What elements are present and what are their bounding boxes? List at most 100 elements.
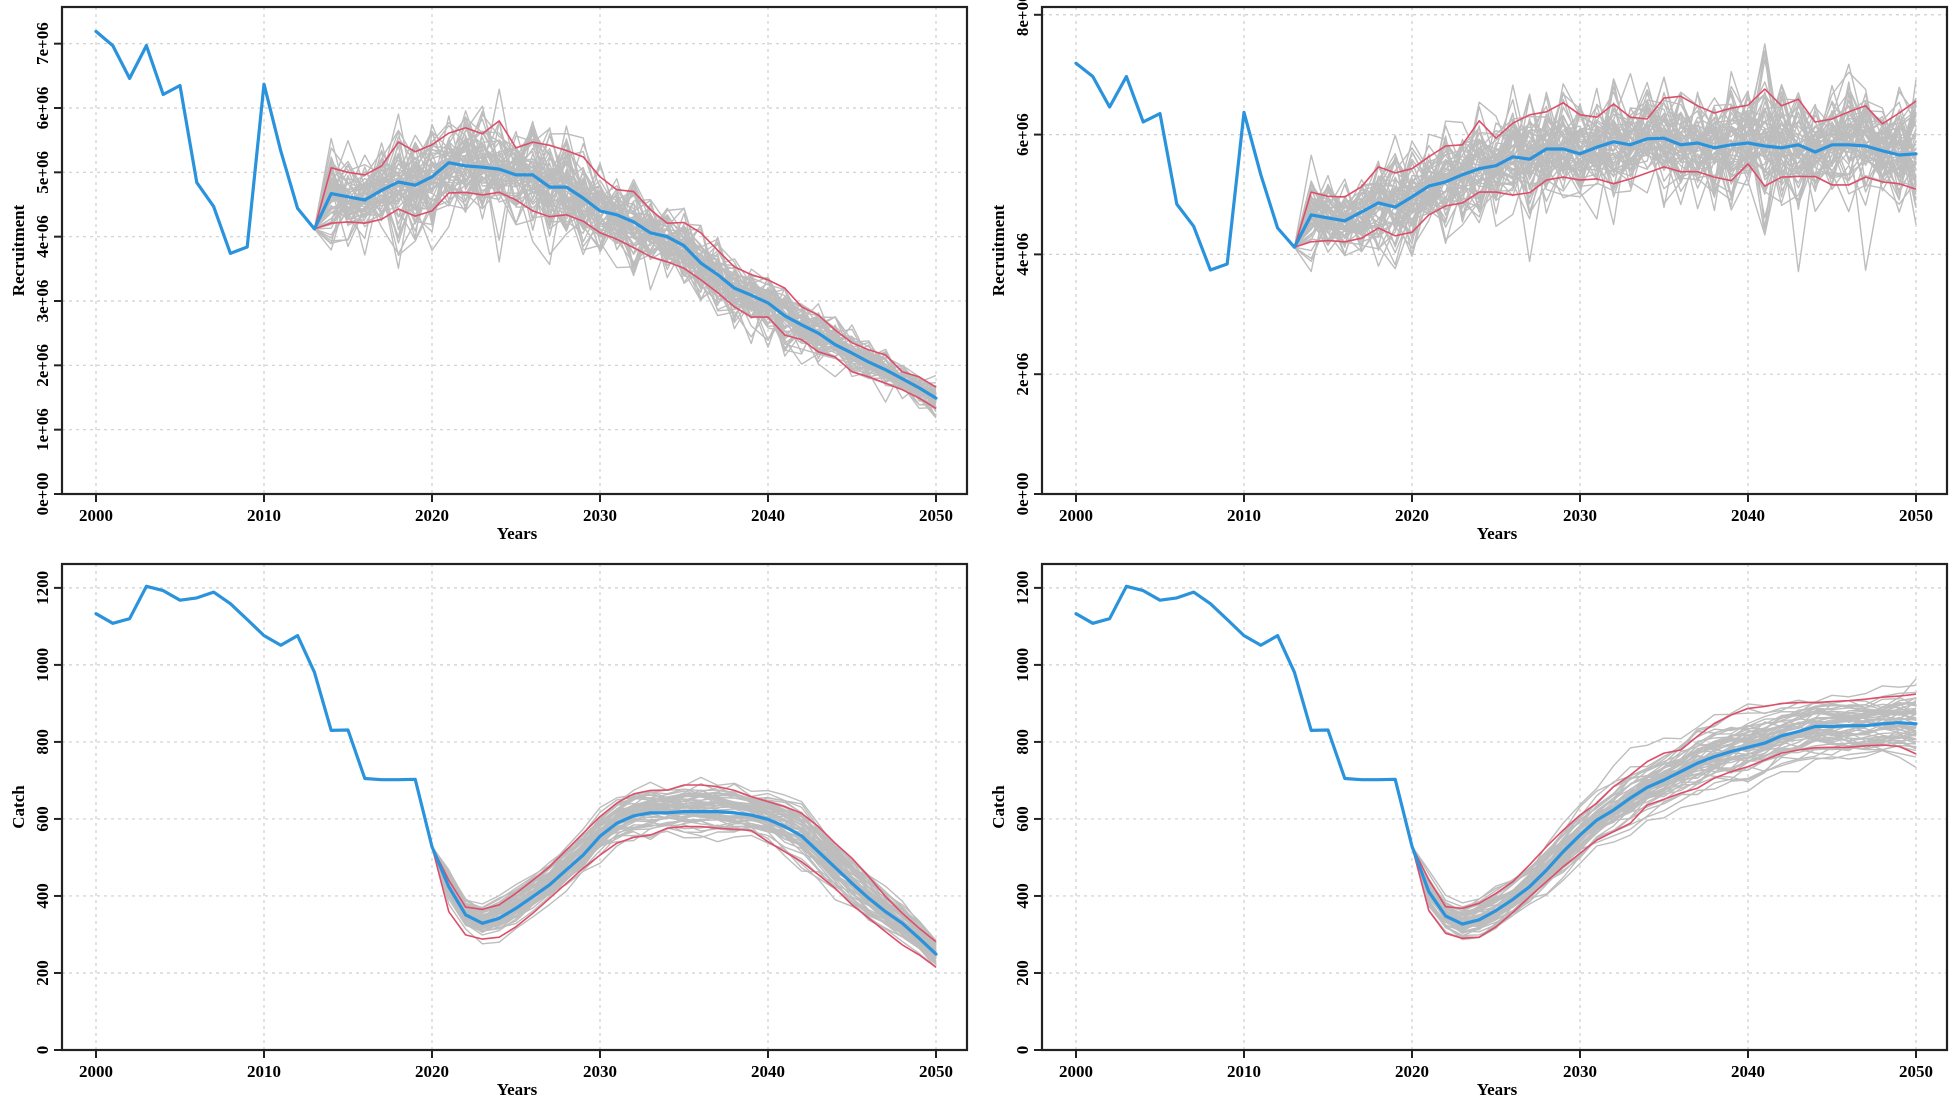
iteration-line	[1411, 696, 1917, 919]
series-upper-line	[313, 120, 937, 388]
y-axis-title: Recruitment	[989, 204, 1008, 296]
series-upper-line	[1293, 88, 1917, 248]
series-upper-line	[1411, 693, 1917, 910]
y-tick-label: 0	[33, 1046, 52, 1055]
x-tick-label: 2000	[79, 1062, 113, 1081]
iteration-line	[313, 128, 937, 390]
iteration-line	[431, 825, 937, 957]
iteration-line	[1293, 89, 1917, 266]
x-axis-title: Years	[497, 524, 538, 543]
x-tick-label: 2000	[1059, 506, 1093, 525]
y-axis-title: Catch	[9, 785, 28, 829]
y-tick-label: 2e+06	[1013, 353, 1032, 396]
iteration-line	[431, 800, 937, 960]
y-tick-label: 400	[33, 883, 52, 909]
series-median-line	[1074, 584, 1918, 926]
y-axis-title: Recruitment	[9, 204, 28, 296]
y-tick-label: 0e+00	[33, 473, 52, 516]
y-tick-label: 0	[1013, 1046, 1032, 1055]
plot-frame	[60, 5, 969, 496]
iteration-line	[431, 799, 937, 955]
x-tick-label: 2030	[583, 506, 617, 525]
iteration-line	[1411, 711, 1917, 924]
y-tick-label: 2e+06	[33, 344, 52, 387]
iteration-line	[1411, 726, 1917, 927]
y-tick-label: 1000	[33, 648, 52, 682]
iteration-line	[1411, 710, 1917, 923]
x-tick-label: 2000	[79, 506, 113, 525]
panel-catch-scenario-a: 2000 2010 2020 2030 2040 2050 0 200 400 600 800 100…	[9, 562, 969, 1099]
y-tick-label: 600	[33, 806, 52, 832]
y-tick-label: 7e+06	[33, 22, 52, 65]
x-tick-label: 2010	[1227, 1062, 1261, 1081]
series-lower-line	[1294, 163, 1917, 248]
iteration-line	[431, 821, 937, 964]
y-tick-label: 800	[33, 729, 52, 755]
series-lower-line	[1411, 744, 1917, 940]
series-lower-line	[431, 825, 937, 968]
x-tick-label: 2040	[751, 1062, 785, 1081]
iteration-line	[313, 133, 937, 412]
y-tick-label: 400	[1013, 883, 1032, 909]
x-tick-label: 2010	[247, 1062, 281, 1081]
x-tick-label: 2010	[247, 506, 281, 525]
iteration-traces	[1293, 43, 1917, 273]
x-tick-label: 2050	[1899, 506, 1933, 525]
plot-frame	[60, 562, 969, 1052]
iteration-traces	[313, 88, 937, 419]
iteration-line	[431, 793, 937, 941]
iteration-line	[1411, 720, 1917, 926]
x-tick-label: 2020	[1395, 1062, 1429, 1081]
y-tick-label: 200	[1013, 960, 1032, 986]
iteration-line	[1411, 744, 1917, 939]
x-tick-label: 2030	[583, 1062, 617, 1081]
x-tick-label: 2000	[1059, 1062, 1093, 1081]
x-tick-label: 2050	[919, 1062, 953, 1081]
iteration-line	[1411, 702, 1917, 919]
y-tick-label: 5e+06	[33, 151, 52, 194]
x-tick-label: 2010	[1227, 506, 1261, 525]
iteration-traces	[431, 776, 937, 969]
x-tick-label: 2050	[919, 506, 953, 525]
y-axis-title: Catch	[989, 785, 1008, 829]
y-tick-label: 4e+06	[1013, 233, 1032, 276]
x-axis-title: Years	[497, 1080, 538, 1099]
series-median-line	[94, 584, 938, 956]
x-tick-label: 2030	[1563, 1062, 1597, 1081]
y-tick-label: 200	[33, 960, 52, 986]
iteration-line	[431, 807, 937, 965]
y-tick-label: 8e+06	[1013, 0, 1032, 36]
y-tick-label: 800	[1013, 729, 1032, 755]
y-tick-label: 3e+06	[33, 280, 52, 323]
y-tick-label: 1200	[33, 571, 52, 605]
y-tick-label: 600	[1013, 806, 1032, 832]
y-tick-label: 1200	[1013, 571, 1032, 605]
plot-frame	[1040, 5, 1949, 496]
iteration-traces	[1411, 678, 1917, 941]
x-axis-title: Years	[1477, 524, 1518, 543]
x-tick-label: 2040	[1731, 1062, 1765, 1081]
iteration-line	[1411, 684, 1917, 904]
iteration-line	[313, 137, 937, 419]
x-tick-label: 2020	[415, 1062, 449, 1081]
y-tick-label: 1e+06	[33, 408, 52, 451]
x-tick-label: 2030	[1563, 506, 1597, 525]
iteration-line	[431, 810, 937, 957]
y-tick-label: 0e+00	[1013, 473, 1032, 516]
series-median-line	[94, 29, 938, 400]
iteration-line	[1411, 712, 1917, 912]
y-tick-label: 6e+06	[1013, 113, 1032, 156]
iteration-line	[313, 155, 937, 407]
iteration-line	[1411, 712, 1917, 927]
panel-recruitment-scenario-b: 2000 2010 2020 2030 2040 2050 0e+00 2e+06 4e+06 6…	[989, 0, 1949, 543]
iteration-line	[313, 105, 937, 406]
x-axis-title: Years	[1477, 1080, 1518, 1099]
iteration-line	[1293, 84, 1917, 248]
series-median-line	[1074, 61, 1918, 272]
x-tick-label: 2020	[415, 506, 449, 525]
y-tick-label: 1000	[1013, 648, 1032, 682]
series-lower-line	[314, 191, 937, 410]
y-tick-label: 6e+06	[33, 87, 52, 130]
iteration-line	[1411, 721, 1917, 927]
